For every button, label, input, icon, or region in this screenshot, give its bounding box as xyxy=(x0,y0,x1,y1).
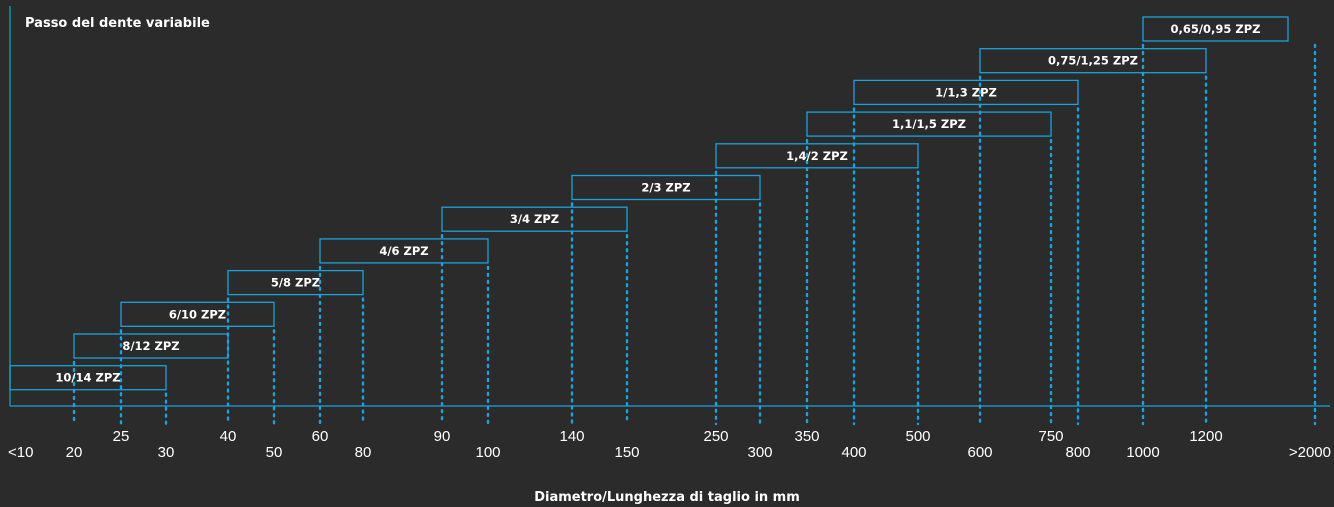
range-box: 6/10 ZPZ xyxy=(120,301,275,327)
tick-label: 90 xyxy=(434,428,451,445)
tick-label: 1000 xyxy=(1126,444,1159,461)
range-box: 3/4 ZPZ xyxy=(441,206,628,232)
range-box-label: 10/14 ZPZ xyxy=(55,371,120,385)
range-box-label: 3/4 ZPZ xyxy=(510,212,559,226)
range-box: 1,1/1,5 ZPZ xyxy=(806,111,1052,137)
range-box-label: 0,65/0,95 ZPZ xyxy=(1170,22,1260,36)
range-box-rect xyxy=(227,269,364,296)
tick-label: 750 xyxy=(1038,428,1063,445)
tick-label: >2000 xyxy=(1289,444,1331,461)
range-box: 2/3 ZPZ xyxy=(571,174,761,201)
range-box-rect xyxy=(120,301,275,327)
range-box-rect xyxy=(979,48,1207,74)
range-box: 10/14 ZPZ xyxy=(9,365,167,391)
range-box-label: 1/1,3 ZPZ xyxy=(935,85,997,99)
y-axis-title: Passo del dente variabile xyxy=(25,16,210,31)
range-box-rect xyxy=(1142,16,1289,42)
range-box-rect xyxy=(73,333,229,359)
tick-label: 30 xyxy=(158,444,175,461)
range-box: 1/1,3 ZPZ xyxy=(853,79,1079,106)
x-axis-title: Diametro/Lunghezza di taglio in mm xyxy=(534,490,800,505)
range-box-label: 0,75/1,25 ZPZ xyxy=(1048,54,1138,68)
range-box-rect xyxy=(441,206,628,232)
range-box-label: 2/3 ZPZ xyxy=(641,181,690,195)
range-box-rect xyxy=(9,365,167,391)
tick-label: 350 xyxy=(794,428,819,445)
tick-label: 20 xyxy=(66,444,83,461)
tick-label: 50 xyxy=(266,444,283,461)
range-box: 4/6 ZPZ xyxy=(319,238,489,264)
guide-lines xyxy=(72,43,1317,426)
range-box-label: 5/8 ZPZ xyxy=(271,276,320,290)
range-box-label: 1,4/2 ZPZ xyxy=(786,149,848,163)
tick-label: 60 xyxy=(312,428,329,445)
tick-label: 100 xyxy=(475,444,500,461)
range-box-rect xyxy=(571,174,761,201)
tick-label: 800 xyxy=(1065,444,1090,461)
range-box-rect xyxy=(715,143,919,169)
range-box-label: 6/10 ZPZ xyxy=(169,307,226,321)
tick-label: 1200 xyxy=(1189,428,1222,445)
tick-label: <10 xyxy=(8,444,33,461)
range-box-rect xyxy=(806,111,1052,137)
range-box: 8/12 ZPZ xyxy=(73,333,229,359)
range-box-label: 1,1/1,5 ZPZ xyxy=(892,117,966,131)
range-box: 1,4/2 ZPZ xyxy=(715,143,919,169)
tick-label: 250 xyxy=(703,428,728,445)
tick-label: 400 xyxy=(841,444,866,461)
range-box: 5/8 ZPZ xyxy=(227,269,364,296)
range-box-label: 8/12 ZPZ xyxy=(122,339,179,353)
tick-label: 25 xyxy=(113,428,130,445)
range-box-rect xyxy=(853,79,1079,106)
tick-label: 80 xyxy=(355,444,372,461)
tick-labels: <10 20 25 30 40 50 60 80 90 100 140 150 250 300 350 400… xyxy=(8,428,1331,461)
tick-label: 500 xyxy=(905,428,930,445)
range-box: 0,65/0,95 ZPZ xyxy=(1142,16,1289,42)
tick-label: 140 xyxy=(559,428,584,445)
range-box-label: 4/6 ZPZ xyxy=(379,244,428,258)
range-boxes: 10/14 ZPZ 8/12 ZPZ 6/10 ZPZ 5/8 ZPZ 4/6 ZPZ 3… xyxy=(9,16,1289,391)
range-box: 0,75/1,25 ZPZ xyxy=(979,48,1207,74)
tick-label: 600 xyxy=(967,444,992,461)
range-box-rect xyxy=(319,238,489,264)
tick-label: 300 xyxy=(747,444,772,461)
tick-label: 40 xyxy=(220,428,237,445)
tick-label: 150 xyxy=(614,444,639,461)
